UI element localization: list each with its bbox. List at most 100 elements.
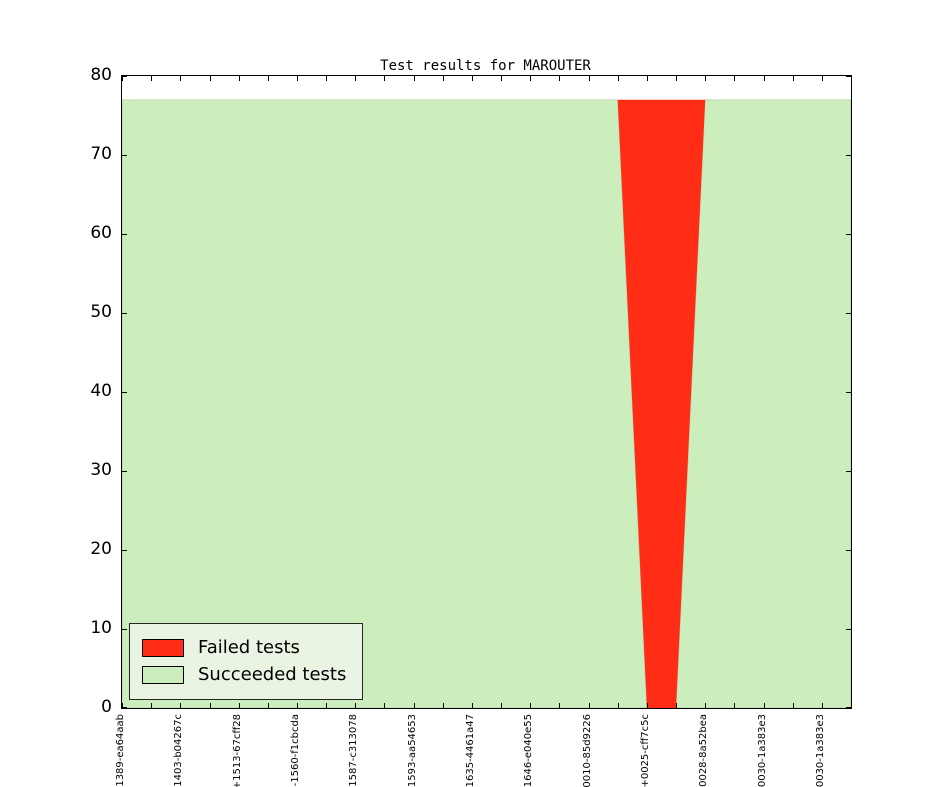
tick-mark [297, 76, 298, 81]
tick-mark [763, 703, 765, 708]
y-axis-tick-label: 70 [90, 144, 112, 164]
x-axis-tick-label: 0030-1a383e3 [756, 714, 768, 787]
tick-mark [734, 703, 736, 708]
tick-mark [209, 703, 211, 708]
tick-mark [821, 703, 823, 708]
x-axis-tick-label: 1389-ea64aab [115, 714, 126, 787]
tick-mark [676, 76, 677, 81]
y-axis-tick-label: 40 [90, 381, 112, 401]
tick-mark [530, 703, 532, 708]
x-axis-tick-label: +0025-cff7c5c [639, 714, 651, 787]
tick-mark [792, 76, 794, 81]
tick-mark [122, 313, 127, 314]
tick-mark [355, 76, 357, 81]
tick-mark [122, 392, 127, 393]
tick-mark [501, 703, 503, 708]
tick-mark [413, 703, 415, 708]
tick-mark [705, 703, 707, 708]
chart-title: Test results for MAROUTER [380, 58, 591, 74]
tick-mark [326, 76, 328, 81]
tick-mark [122, 234, 127, 235]
tick-mark [734, 76, 736, 81]
tick-mark [413, 76, 415, 81]
tick-mark [151, 76, 153, 81]
tick-mark [559, 76, 561, 81]
tick-mark [851, 76, 852, 81]
y-axis-tick-label: 50 [90, 302, 112, 322]
tick-mark [267, 76, 269, 81]
tick-mark [122, 76, 123, 81]
tick-mark [676, 703, 677, 708]
x-axis-tick-label: -1560-f1cbcda [290, 714, 301, 787]
x-axis-tick-label: 1635-4461a47 [464, 714, 476, 787]
tick-mark [326, 703, 328, 708]
tick-mark [122, 76, 127, 77]
x-axis-tick-label: 0028-8a52bea [698, 714, 710, 787]
tick-mark [646, 703, 648, 708]
succeeded-area [122, 99, 851, 708]
tick-mark [646, 76, 648, 81]
x-axis-tick-label: 1593-aa54653 [406, 714, 418, 787]
tick-mark [792, 703, 794, 708]
tick-mark [238, 703, 240, 708]
tick-mark [846, 550, 851, 551]
y-axis-tick-label: 20 [90, 539, 112, 559]
tick-mark [238, 76, 240, 81]
tick-mark [617, 76, 619, 81]
tick-mark [122, 629, 127, 630]
tick-mark [122, 707, 127, 708]
tick-mark [122, 471, 127, 472]
tick-mark [297, 703, 298, 708]
failed-swatch-icon [142, 639, 184, 657]
tick-mark [559, 703, 561, 708]
legend-item-failed: Failed tests [142, 636, 346, 660]
tick-mark [530, 76, 532, 81]
tick-mark [122, 155, 127, 156]
tick-mark [821, 76, 823, 81]
tick-mark [151, 703, 153, 708]
legend-item-succeeded: Succeeded tests [142, 663, 346, 687]
tick-mark [846, 155, 851, 156]
tick-mark [180, 703, 182, 708]
tick-mark [588, 76, 590, 81]
tick-mark [180, 76, 182, 81]
tick-mark [442, 703, 444, 708]
y-axis-tick-label: 60 [90, 223, 112, 243]
tick-mark [846, 76, 851, 77]
tick-mark [267, 703, 269, 708]
tick-mark [442, 76, 444, 81]
tick-mark [617, 703, 619, 708]
y-axis-tick-label: 10 [90, 618, 112, 638]
x-axis-tick-label: 1403-b04267c [173, 714, 185, 787]
tick-mark [384, 76, 386, 81]
legend-label-failed: Failed tests [198, 637, 300, 658]
tick-mark [384, 703, 386, 708]
x-axis-tick-label: 1587-c313078 [348, 714, 360, 787]
y-axis-tick-label: 80 [90, 65, 112, 85]
tick-mark [588, 703, 590, 708]
legend-label-succeeded: Succeeded tests [198, 664, 347, 685]
y-axis-tick-label: 30 [90, 460, 112, 480]
tick-mark [122, 703, 123, 708]
tick-mark [846, 629, 851, 630]
tick-mark [846, 313, 851, 314]
tick-mark [355, 703, 357, 708]
failed-area [122, 99, 851, 708]
tick-mark [846, 392, 851, 393]
tick-mark [471, 703, 473, 708]
tick-mark [763, 76, 765, 81]
tick-mark [122, 550, 127, 551]
tick-mark [471, 76, 473, 81]
plot-area: Failed tests Succeeded tests [121, 75, 852, 709]
x-axis-tick-label: 0030-1a383e3 [814, 714, 826, 787]
succeeded-swatch-icon [142, 666, 184, 684]
tick-mark [705, 76, 707, 81]
tick-mark [501, 76, 503, 81]
tick-mark [851, 703, 852, 708]
stacked-area-canvas [122, 99, 851, 708]
tick-mark [209, 76, 211, 81]
legend: Failed tests Succeeded tests [129, 623, 364, 700]
tick-mark [846, 471, 851, 472]
x-axis-tick-label: 1646-e040e55 [523, 714, 535, 787]
